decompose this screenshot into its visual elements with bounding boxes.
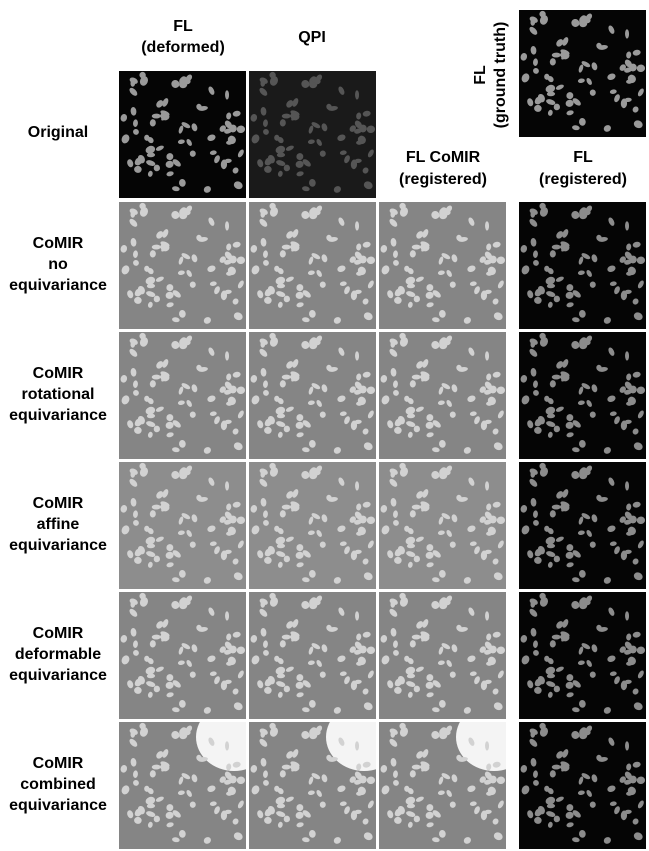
image-bg (119, 202, 246, 329)
image (379, 592, 506, 719)
image-bg (119, 71, 246, 198)
image-bg (519, 462, 646, 589)
row-label: rotational (22, 386, 95, 403)
image (119, 722, 246, 849)
bright-region (326, 722, 376, 771)
image-bg (379, 202, 506, 329)
row-label: CoMIR (33, 755, 84, 772)
row-label: affine (37, 516, 80, 533)
row-label: equivariance (9, 797, 107, 814)
image-grid (119, 10, 646, 849)
image-bg (249, 202, 376, 329)
image (119, 202, 246, 329)
column-header: QPI (298, 29, 326, 46)
image-bg (249, 332, 376, 459)
row-label: no (48, 256, 68, 273)
image (379, 202, 506, 329)
image (249, 462, 376, 589)
image (249, 722, 376, 849)
row-label: Original (28, 124, 88, 141)
column-header: FL (573, 149, 593, 166)
row-label: equivariance (9, 277, 107, 294)
ground-truth-label: FL (472, 65, 489, 85)
image (249, 332, 376, 459)
image-bg (379, 332, 506, 459)
image (249, 71, 376, 198)
image-bg (379, 462, 506, 589)
column-header: (registered) (539, 171, 627, 188)
column-header: FL CoMIR (406, 149, 481, 166)
image (249, 202, 376, 329)
image-bg (519, 332, 646, 459)
image-bg (519, 592, 646, 719)
row-label: CoMIR (33, 625, 84, 642)
image-bg (519, 722, 646, 849)
row-label: CoMIR (33, 495, 84, 512)
image-bg (519, 10, 646, 137)
image (519, 592, 646, 719)
image (249, 592, 376, 719)
image (119, 462, 246, 589)
row-label: CoMIR (33, 365, 84, 382)
row-label: equivariance (9, 537, 107, 554)
row-label: combined (20, 776, 96, 793)
bright-region (196, 722, 246, 771)
row-label: deformable (15, 646, 101, 663)
row-label: CoMIR (33, 235, 84, 252)
image-bg (519, 202, 646, 329)
image (119, 332, 246, 459)
column-header: FL (173, 18, 193, 35)
image (119, 592, 246, 719)
image-bg (119, 462, 246, 589)
image (379, 462, 506, 589)
image-bg (249, 592, 376, 719)
row-label: equivariance (9, 407, 107, 424)
image-bg (249, 462, 376, 589)
image-bg (119, 592, 246, 719)
image-bg (249, 71, 376, 198)
ground-truth-label: (ground truth) (492, 22, 509, 129)
image (519, 462, 646, 589)
image-bg (379, 592, 506, 719)
bright-region (456, 722, 506, 771)
image (519, 332, 646, 459)
image (119, 71, 246, 198)
image (379, 722, 506, 849)
image (519, 722, 646, 849)
column-header: (registered) (399, 171, 487, 188)
image (519, 10, 646, 137)
image (519, 202, 646, 329)
row-label: equivariance (9, 667, 107, 684)
image-bg (119, 332, 246, 459)
image (379, 332, 506, 459)
column-header: (deformed) (141, 39, 225, 56)
